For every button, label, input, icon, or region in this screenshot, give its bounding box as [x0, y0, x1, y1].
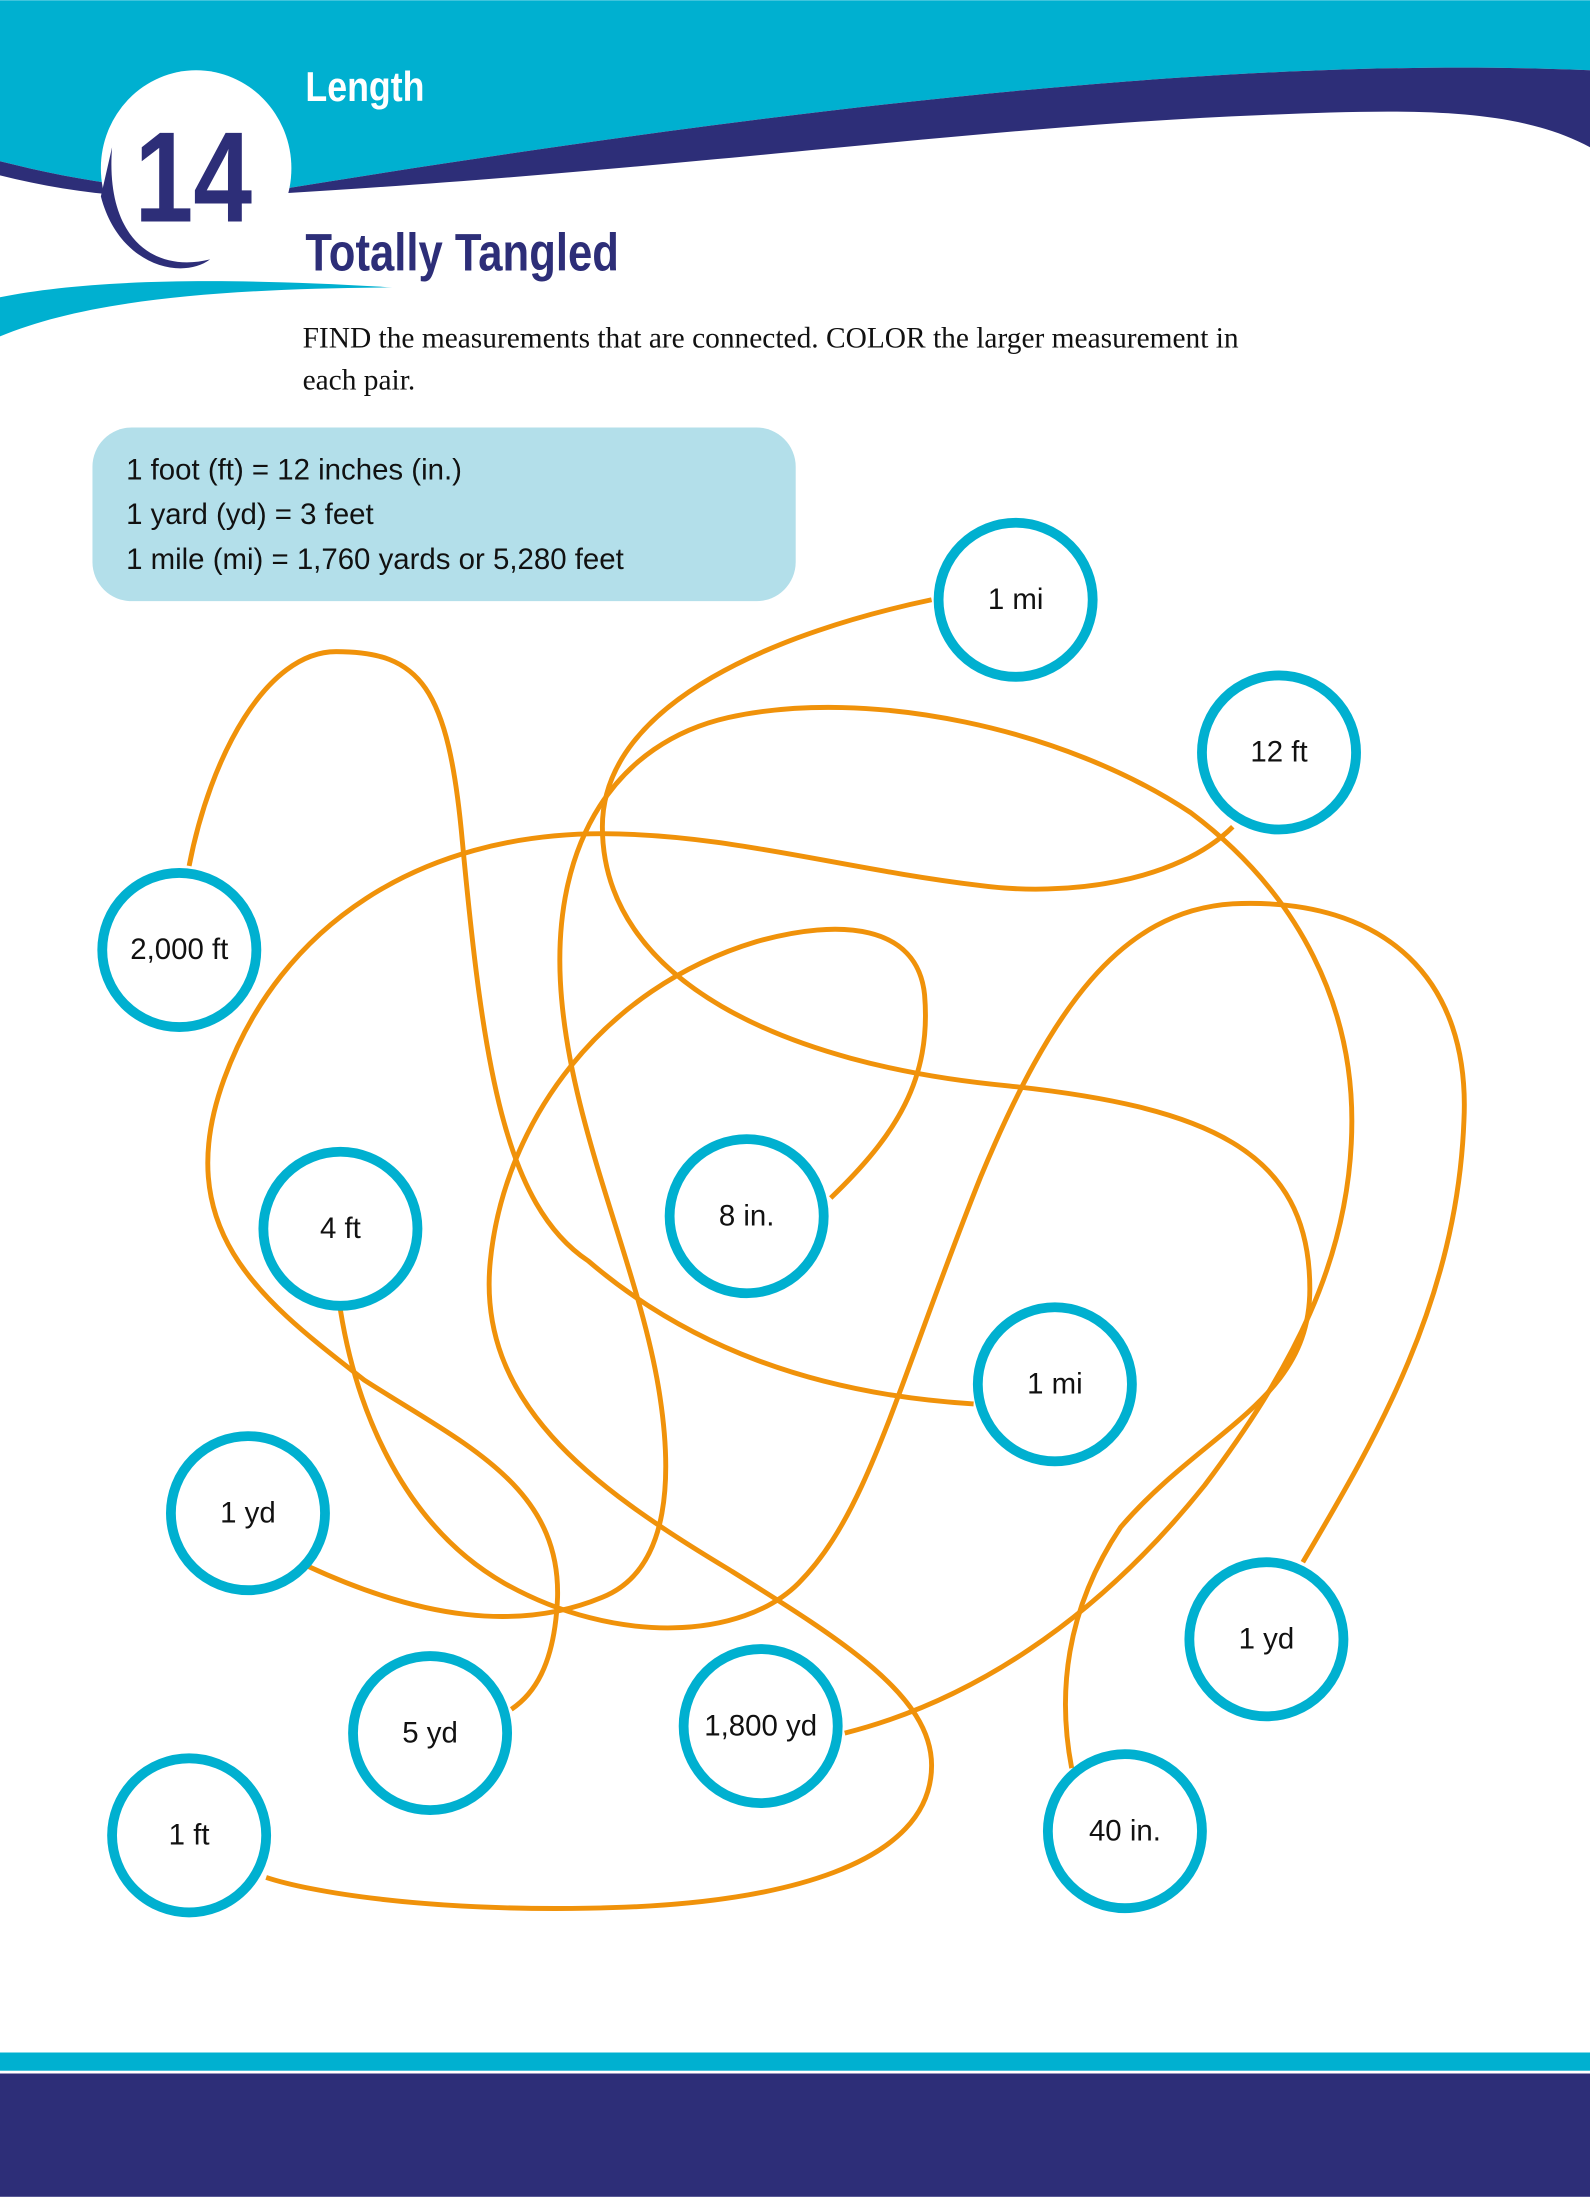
- measurement-circle[interactable]: [1042, 1749, 1207, 1914]
- string-1mi-40in: [599, 597, 1313, 1769]
- measurement-labels: 1 mi 12 ft 2,000 ft 4 ft 8 in. 1 mi 1 yd…: [130, 583, 1307, 1852]
- measurement-label: 1 ft: [169, 1819, 210, 1852]
- measurement-label: 1,800 yd: [704, 1709, 817, 1742]
- measurement-circle[interactable]: [664, 1134, 829, 1299]
- measurement-circle[interactable]: [678, 1644, 843, 1809]
- string-2000ft-1mi: [186, 649, 974, 1407]
- string-1yd-1800yd: [307, 704, 1355, 1736]
- string-4ft-1yd: [337, 900, 1467, 1631]
- measurement-label: 2,000 ft: [130, 933, 228, 966]
- measurement-label: 1 yd: [220, 1496, 276, 1529]
- unit-title: Length: [305, 64, 424, 110]
- tangled-strings: [186, 597, 1467, 1911]
- header-navy-wave: [0, 67, 1590, 198]
- measurement-label: 1 mi: [988, 583, 1044, 616]
- unit-badge-swoosh: [100, 147, 211, 269]
- header-teal-band: [0, 0, 1590, 192]
- measurement-circle[interactable]: [1197, 670, 1361, 835]
- measurement-label: 8 in.: [719, 1199, 775, 1232]
- measurement-label: 1 mi: [1027, 1367, 1083, 1400]
- measurement-circle[interactable]: [166, 1431, 330, 1596]
- instructions-line-1: FIND the measurements that are connected…: [303, 323, 1239, 355]
- measurement-circle[interactable]: [97, 868, 262, 1032]
- reference-box: [92, 427, 796, 602]
- unit-number: 14: [135, 105, 253, 249]
- instructions-line-2: each pair.: [303, 365, 416, 397]
- measurement-circle[interactable]: [972, 1302, 1137, 1467]
- reference-line: 1 foot (ft) = 12 inches (in.): [126, 453, 462, 486]
- reference-line: 1 mile (mi) = 1,760 yards or 5,280 feet: [126, 543, 624, 576]
- string-12ft-5yd: [205, 824, 1235, 1712]
- measurement-circle[interactable]: [107, 1753, 272, 1918]
- unit-badge: [100, 70, 292, 267]
- measurement-circle[interactable]: [258, 1146, 423, 1311]
- measurement-label: 5 yd: [402, 1716, 458, 1749]
- footer-teal-stripe: [0, 2052, 1590, 2071]
- activity-title: Totally Tangled: [305, 224, 619, 283]
- measurement-label: 12 ft: [1250, 736, 1307, 769]
- measurement-circle[interactable]: [1184, 1557, 1349, 1722]
- measurement-label: 4 ft: [320, 1212, 361, 1245]
- measurement-circle[interactable]: [348, 1651, 513, 1816]
- reference-line: 1 yard (yd) = 3 feet: [126, 498, 374, 531]
- footer-navy-band: [0, 2073, 1590, 2197]
- side-teal-wave: [0, 281, 393, 337]
- measurement-circles: [97, 517, 1361, 1918]
- measurement-label: 1 yd: [1239, 1622, 1295, 1655]
- string-8in-1ft: [265, 926, 935, 1911]
- measurement-circle[interactable]: [933, 517, 1098, 682]
- measurement-label: 40 in.: [1089, 1814, 1161, 1847]
